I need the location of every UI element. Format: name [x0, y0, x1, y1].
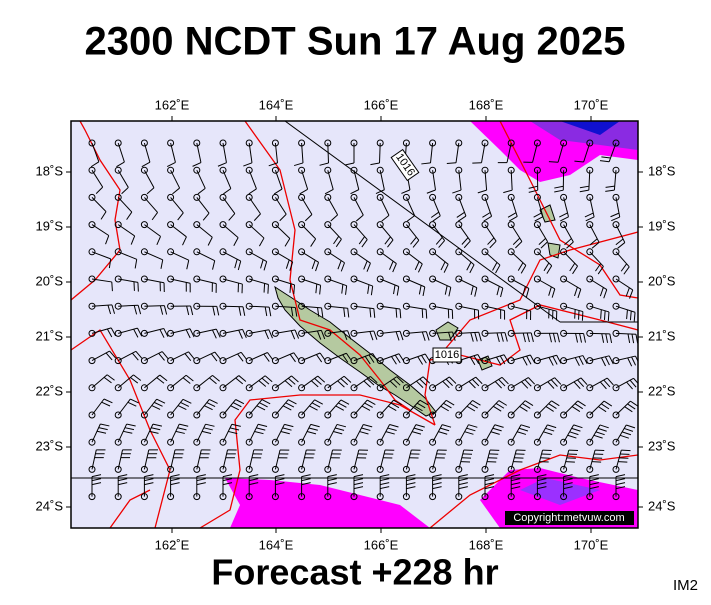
barb-stem: [144, 306, 164, 307]
product-code: IM2: [673, 577, 698, 594]
lat-label: 21˚S: [36, 328, 64, 343]
lat-label: 24˚S: [36, 498, 64, 513]
lat-label: 19˚S: [36, 218, 64, 233]
lat-label: 18˚S: [36, 163, 64, 178]
lon-label: 170˚E: [574, 537, 609, 552]
barb-stem: [223, 306, 243, 307]
isobar-label-text: 1016: [435, 349, 459, 361]
lat-label: 20˚S: [648, 273, 676, 288]
lon-label: 168˚E: [469, 97, 504, 112]
barb-feather: [264, 283, 265, 292]
lat-label: 18˚S: [648, 163, 676, 178]
barb-feather: [604, 311, 605, 320]
forecast-label: Forecast +228 hr: [211, 552, 498, 593]
barb-feather: [608, 312, 609, 321]
lat-label: 19˚S: [648, 218, 676, 233]
lat-label: 23˚S: [36, 438, 64, 453]
copyright: Copyright:metvuw.com: [513, 512, 624, 524]
barb-stem: [380, 143, 381, 163]
lon-label: 166˚E: [364, 97, 399, 112]
barb-feather: [426, 309, 427, 318]
map-area: 1016 1016 Copyright:metvuw.com: [71, 121, 640, 528]
barb-feather: [112, 282, 113, 291]
title: 2300 NCDT Sun 17 Aug 2025: [85, 20, 626, 64]
lon-label: 170˚E: [574, 97, 609, 112]
lat-label: 24˚S: [648, 498, 676, 513]
lat-label: 23˚S: [648, 438, 676, 453]
lat-label: 22˚S: [648, 383, 676, 398]
barb-feather: [268, 284, 269, 293]
barb-feather: [422, 309, 423, 318]
lon-label: 168˚E: [469, 537, 504, 552]
lat-label: 21˚S: [648, 328, 676, 343]
barb-stem: [328, 143, 329, 163]
lon-label: 166˚E: [364, 537, 399, 552]
lon-label: 162˚E: [155, 97, 190, 112]
lon-label: 164˚E: [259, 97, 294, 112]
barb-feather: [549, 162, 558, 163]
isobar-label: 1016: [433, 348, 461, 362]
barb-feather: [601, 310, 602, 319]
lat-label: 20˚S: [36, 273, 64, 288]
lon-label: 162˚E: [155, 537, 190, 552]
lon-label: 164˚E: [259, 537, 294, 552]
lat-label: 22˚S: [36, 383, 64, 398]
